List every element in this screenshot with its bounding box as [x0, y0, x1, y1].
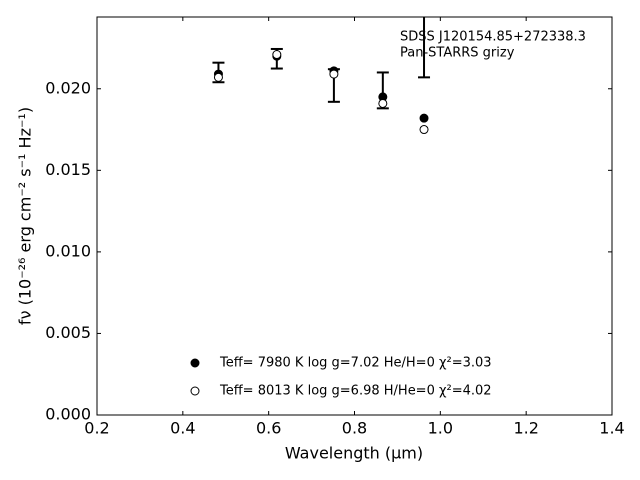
legend-label: Teff= 7980 K log g=7.02 He/H=0 χ²=3.03	[219, 356, 492, 371]
y-tick-label: 0.015	[45, 160, 91, 179]
legend-marker	[190, 358, 200, 368]
data-point	[378, 98, 388, 108]
y-tick-label: 0.000	[45, 405, 91, 424]
y-tick-label: 0.020	[45, 78, 91, 97]
data-point	[419, 113, 429, 123]
x-tick-label: 1.4	[599, 419, 624, 438]
x-tick-label: 0.8	[342, 419, 367, 438]
x-tick-label: 1.2	[513, 419, 538, 438]
plot-area	[212, 17, 431, 135]
data-point	[272, 50, 282, 60]
y-axis-label: fν (10⁻²⁶ erg cm⁻² s⁻¹ Hz⁻¹)	[16, 107, 35, 325]
legend-label: Teff= 8013 K log g=6.98 H/He=0 χ²=4.02	[219, 384, 492, 399]
x-axis-label: Wavelength (μm)	[285, 444, 423, 463]
y-tick-label: 0.010	[45, 241, 91, 260]
annotation: SDSS J120154.85+272338.3	[400, 30, 586, 45]
annotation: Pan-STARRS grizy	[400, 46, 515, 61]
data-point	[329, 69, 339, 79]
legend-marker	[190, 386, 200, 396]
data-point	[213, 72, 223, 82]
x-tick-label: 1.0	[428, 419, 453, 438]
x-tick-label: 0.4	[170, 419, 195, 438]
data-point	[419, 125, 429, 135]
y-tick-label: 0.005	[45, 323, 91, 342]
x-tick-label: 0.6	[256, 419, 281, 438]
x-tick-label: 0.2	[84, 419, 109, 438]
